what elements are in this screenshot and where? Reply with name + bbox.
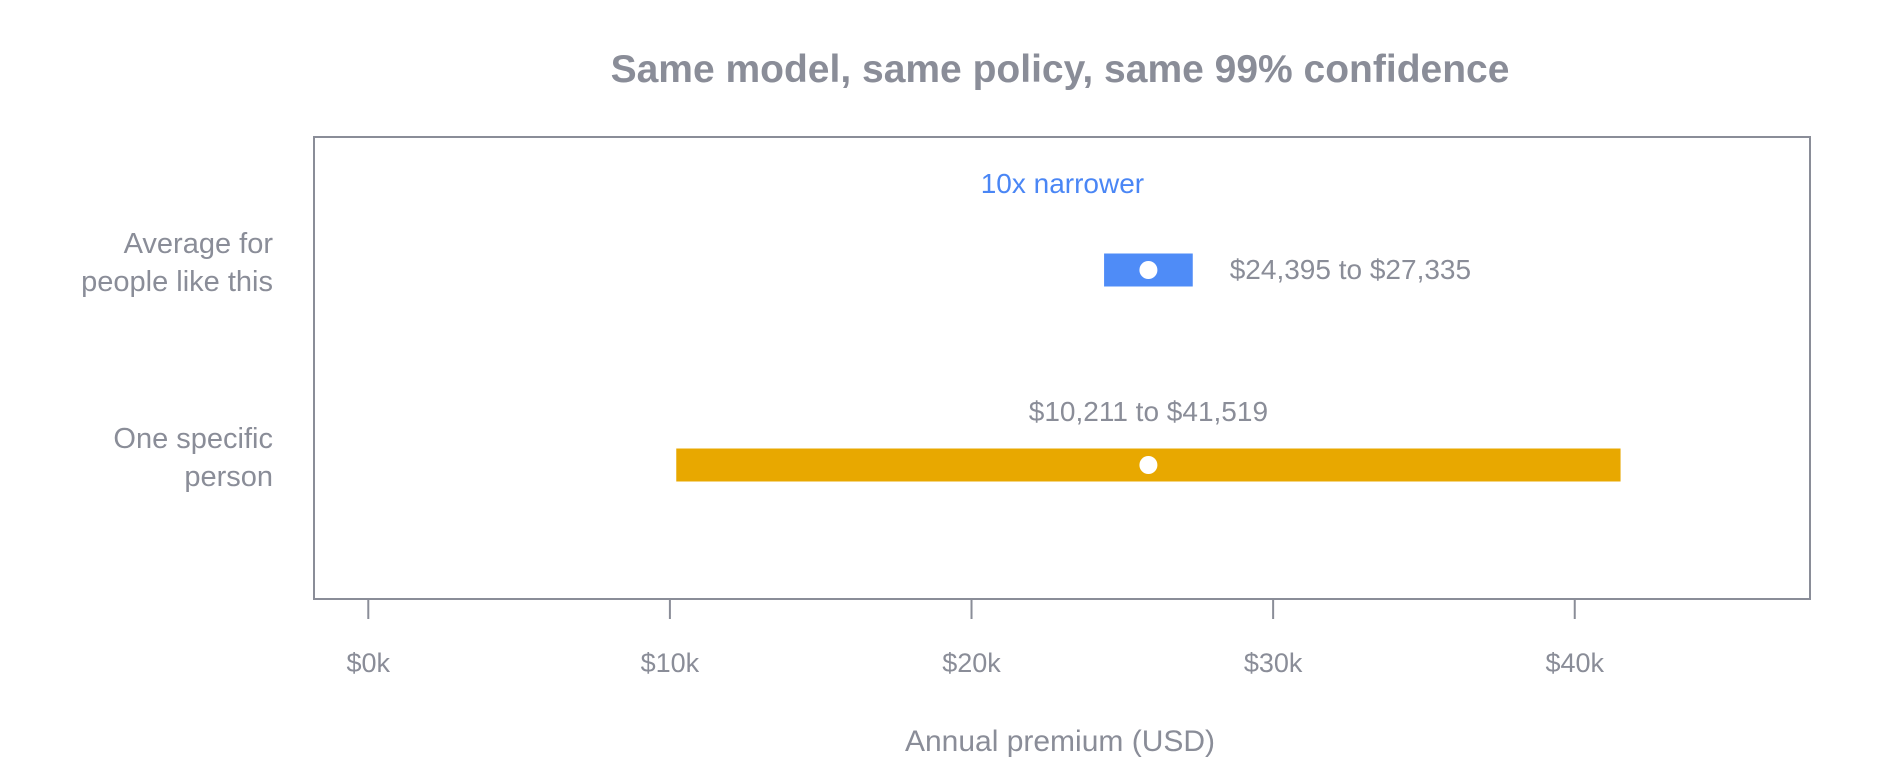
annotation-label: 10x narrower bbox=[981, 168, 1144, 199]
chart-title: Same model, same policy, same 99% confid… bbox=[611, 48, 1510, 91]
x-axis: $0k $10k $20k $30k $40k bbox=[347, 599, 1605, 678]
x-tick-label: $40k bbox=[1545, 648, 1604, 678]
x-axis-label: Annual premium (USD) bbox=[905, 725, 1215, 758]
category-label-line: Average for bbox=[124, 228, 274, 260]
range-value-label: $10,211 to $41,519 bbox=[1029, 396, 1268, 427]
plot-frame bbox=[313, 136, 1811, 600]
x-tick-label: $0k bbox=[347, 648, 391, 678]
category-labels: Average for people like this One specific p… bbox=[81, 228, 273, 493]
point-estimate bbox=[1139, 261, 1158, 279]
category-label-line: people like this bbox=[81, 266, 273, 298]
range-value-label: $24,395 to $27,335 bbox=[1230, 254, 1471, 285]
category-label: Average for people like this bbox=[81, 228, 273, 298]
point-estimate bbox=[1139, 456, 1158, 474]
category-label-line: person bbox=[184, 461, 273, 493]
category-label-line: One specific bbox=[113, 423, 273, 455]
x-tick-label: $20k bbox=[942, 648, 1001, 678]
x-tick-label: $10k bbox=[641, 648, 700, 678]
category-label: One specific person bbox=[113, 423, 273, 493]
range-bars: $24,395 to $27,335 $10,211 to $41,519 bbox=[676, 253, 1621, 482]
x-tick-label: $30k bbox=[1244, 648, 1303, 678]
